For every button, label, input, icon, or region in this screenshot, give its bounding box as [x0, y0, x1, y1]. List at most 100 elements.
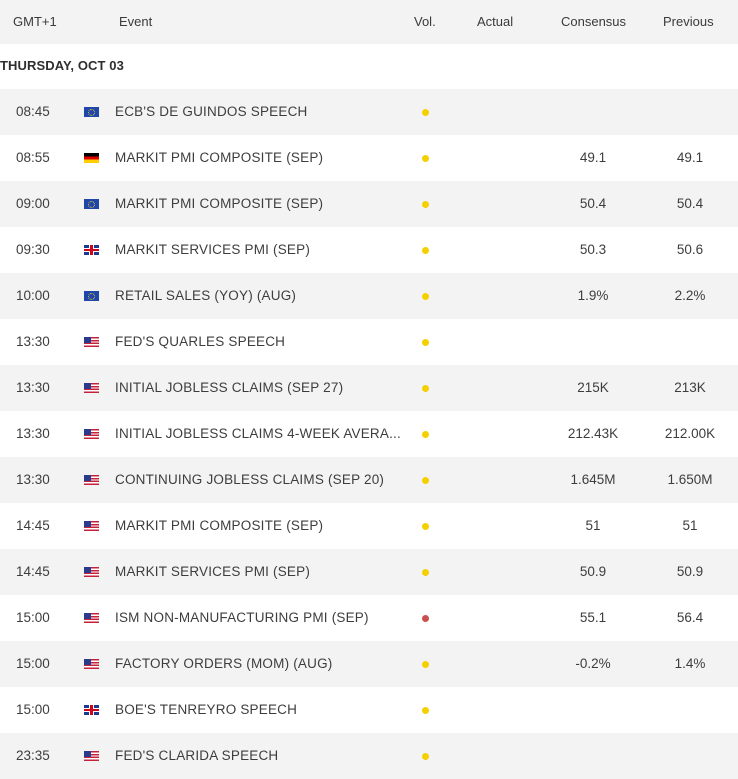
event-row[interactable]: 08:55 MARKIT PMI COMPOSITE (SEP) 49.1 49.1: [0, 135, 738, 181]
previous-value: 56.4: [676, 610, 704, 625]
volatility-dot-icon: [422, 293, 429, 300]
us-flag-icon: [84, 475, 99, 485]
volatility-dot-icon: [422, 109, 429, 116]
event-row[interactable]: 08:45 ECB'S DE GUINDOS SPEECH: [0, 89, 738, 135]
country-flag-icon: [84, 199, 99, 209]
event-name[interactable]: RETAIL SALES (YOY) (AUG): [115, 288, 297, 303]
consensus-value: 212.43K: [567, 426, 619, 441]
event-row[interactable]: 15:00 FACTORY ORDERS (MOM) (AUG) -0.2% 1.4%: [0, 641, 738, 687]
country-flag-icon: [84, 107, 99, 117]
eu-flag-icon: [84, 291, 99, 301]
event-time: 13:30: [16, 426, 50, 441]
consensus-value: 50.9: [579, 564, 607, 579]
header-event[interactable]: Event: [119, 14, 153, 29]
header-vol[interactable]: Vol.: [414, 14, 436, 29]
event-row[interactable]: 15:00 BOE'S TENREYRO SPEECH: [0, 687, 738, 733]
consensus-value: 50.3: [579, 242, 607, 257]
previous-value: 213K: [674, 380, 706, 395]
us-flag-icon: [84, 429, 99, 439]
event-time: 13:30: [16, 334, 50, 349]
consensus-value: 215K: [577, 380, 609, 395]
previous-value: 1.650M: [667, 472, 713, 487]
country-flag-icon: [84, 337, 99, 347]
volatility-dot-icon: [422, 339, 429, 346]
volatility-dot-icon: [422, 615, 429, 622]
calendar-header: GMT+1 Event Vol. Actual Consensus Previo…: [0, 0, 738, 44]
volatility-dot-icon: [422, 385, 429, 392]
header-consensus[interactable]: Consensus: [561, 14, 627, 29]
consensus-value: -0.2%: [575, 656, 611, 671]
country-flag-icon: [84, 429, 99, 439]
event-time: 13:30: [16, 380, 50, 395]
event-list: 08:45 ECB'S DE GUINDOS SPEECH 08:55 MARKIT …: [0, 89, 738, 779]
country-flag-icon: [84, 659, 99, 669]
event-name[interactable]: INITIAL JOBLESS CLAIMS 4-WEEK AVERA...: [115, 426, 401, 441]
previous-value: 1.4%: [674, 656, 706, 671]
event-time: 10:00: [16, 288, 50, 303]
country-flag-icon: [84, 705, 99, 715]
consensus-value: 55.1: [579, 610, 607, 625]
event-name[interactable]: MARKIT SERVICES PMI (SEP): [115, 564, 311, 579]
volatility-dot-icon: [422, 477, 429, 484]
volatility-dot-icon: [422, 569, 429, 576]
event-name[interactable]: BOE'S TENREYRO SPEECH: [115, 702, 298, 717]
us-flag-icon: [84, 659, 99, 669]
event-row[interactable]: 09:00 MARKIT PMI COMPOSITE (SEP) 50.4 50.4: [0, 181, 738, 227]
event-name[interactable]: MARKIT PMI COMPOSITE (SEP): [115, 150, 324, 165]
event-time: 08:45: [16, 104, 50, 119]
eu-flag-icon: [84, 199, 99, 209]
country-flag-icon: [84, 751, 99, 761]
event-name[interactable]: MARKIT PMI COMPOSITE (SEP): [115, 196, 324, 211]
event-name[interactable]: CONTINUING JOBLESS CLAIMS (SEP 20): [115, 472, 385, 487]
volatility-dot-icon: [422, 523, 429, 530]
header-time[interactable]: GMT+1: [13, 14, 57, 29]
event-row[interactable]: 13:30 INITIAL JOBLESS CLAIMS (SEP 27) 215K…: [0, 365, 738, 411]
event-name[interactable]: INITIAL JOBLESS CLAIMS (SEP 27): [115, 380, 344, 395]
event-time: 09:00: [16, 196, 50, 211]
event-row[interactable]: 14:45 MARKIT SERVICES PMI (SEP) 50.9 50.9: [0, 549, 738, 595]
event-name[interactable]: ECB'S DE GUINDOS SPEECH: [115, 104, 308, 119]
event-name[interactable]: FED'S QUARLES SPEECH: [115, 334, 286, 349]
event-row[interactable]: 13:30 CONTINUING JOBLESS CLAIMS (SEP 20) 1…: [0, 457, 738, 503]
volatility-dot-icon: [422, 155, 429, 162]
event-row[interactable]: 10:00 RETAIL SALES (YOY) (AUG) 1.9% 2.2%: [0, 273, 738, 319]
consensus-value: 51: [585, 518, 601, 533]
event-name[interactable]: ISM NON-MANUFACTURING PMI (SEP): [115, 610, 369, 625]
country-flag-icon: [84, 475, 99, 485]
event-time: 14:45: [16, 564, 50, 579]
us-flag-icon: [84, 751, 99, 761]
previous-value: 212.00K: [664, 426, 716, 441]
previous-value: 50.4: [676, 196, 704, 211]
event-row[interactable]: 13:30 INITIAL JOBLESS CLAIMS 4-WEEK AVERA…: [0, 411, 738, 457]
event-row[interactable]: 15:00 ISM NON-MANUFACTURING PMI (SEP) 55.1…: [0, 595, 738, 641]
volatility-dot-icon: [422, 753, 429, 760]
country-flag-icon: [84, 521, 99, 531]
header-actual[interactable]: Actual: [477, 14, 514, 29]
volatility-dot-icon: [422, 201, 429, 208]
consensus-value: 1.645M: [570, 472, 616, 487]
date-label: THURSDAY, OCT 03: [0, 58, 124, 73]
event-time: 23:35: [16, 748, 50, 763]
country-flag-icon: [84, 567, 99, 577]
eu-flag-icon: [84, 107, 99, 117]
country-flag-icon: [84, 291, 99, 301]
country-flag-icon: [84, 153, 99, 163]
event-time: 15:00: [16, 656, 50, 671]
event-row[interactable]: 14:45 MARKIT PMI COMPOSITE (SEP) 51 51: [0, 503, 738, 549]
us-flag-icon: [84, 567, 99, 577]
header-previous[interactable]: Previous: [663, 14, 714, 29]
gb-flag-icon: [84, 245, 99, 255]
volatility-dot-icon: [422, 707, 429, 714]
previous-value: 51: [682, 518, 698, 533]
event-name[interactable]: FACTORY ORDERS (MOM) (AUG): [115, 656, 333, 671]
event-row[interactable]: 23:35 FED'S CLARIDA SPEECH: [0, 733, 738, 779]
previous-value: 49.1: [676, 150, 704, 165]
event-name[interactable]: FED'S CLARIDA SPEECH: [115, 748, 279, 763]
event-row[interactable]: 09:30 MARKIT SERVICES PMI (SEP) 50.3 50.6: [0, 227, 738, 273]
event-name[interactable]: MARKIT SERVICES PMI (SEP): [115, 242, 311, 257]
country-flag-icon: [84, 613, 99, 623]
us-flag-icon: [84, 613, 99, 623]
event-name[interactable]: MARKIT PMI COMPOSITE (SEP): [115, 518, 324, 533]
event-row[interactable]: 13:30 FED'S QUARLES SPEECH: [0, 319, 738, 365]
